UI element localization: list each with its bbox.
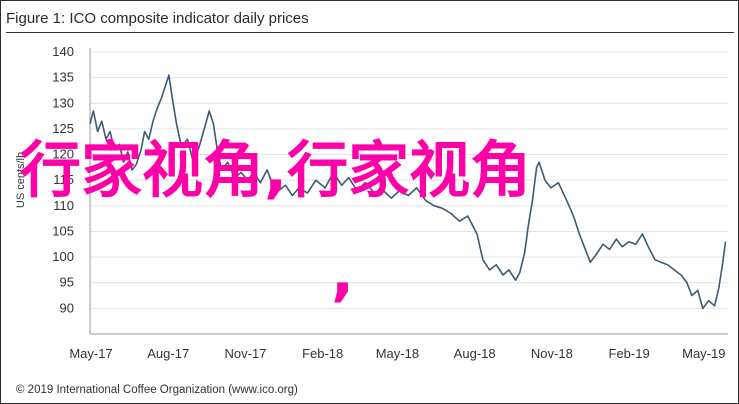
x-tick-label: May-17 xyxy=(69,346,112,361)
y-tick-label: 100 xyxy=(52,249,74,264)
y-tick-label: 140 xyxy=(52,44,74,59)
y-tick-label: 115 xyxy=(53,172,74,187)
figure-title: Figure 1: ICO composite indicator daily … xyxy=(6,10,309,27)
watermark-comma: , xyxy=(331,238,355,309)
x-tick-label: Feb-18 xyxy=(302,346,343,361)
series-layer xyxy=(89,74,727,310)
y-tick-label: 95 xyxy=(60,275,74,290)
x-tick-label: Nov-17 xyxy=(225,346,267,361)
series-line xyxy=(89,74,727,310)
x-tick-label: May-18 xyxy=(376,346,419,361)
y-tick-label: 110 xyxy=(53,198,74,213)
y-tick-label: 135 xyxy=(52,70,74,85)
y-tick-label: 130 xyxy=(52,95,74,110)
x-tick-label: Aug-18 xyxy=(454,346,496,361)
x-tick-labels: May-17 Aug-17 Nov-17 Feb-18 May-18 Aug-18 Nov-… xyxy=(69,346,725,361)
axes xyxy=(89,48,728,335)
x-tick-label: Nov-18 xyxy=(531,346,573,361)
y-tick-label: 120 xyxy=(52,147,74,162)
x-tick-label: Feb-19 xyxy=(609,346,650,361)
copyright-footer: © 2019 International Coffee Organization… xyxy=(16,384,298,396)
x-tick-label: Aug-17 xyxy=(147,346,189,361)
y-tick-label: 125 xyxy=(52,121,74,136)
y-axis-label: US cents/lb xyxy=(15,152,27,208)
title-divider xyxy=(6,32,734,33)
y-tick-label: 105 xyxy=(52,223,74,238)
y-tick-label: 90 xyxy=(60,300,74,315)
y-tick-labels: 90 95 100 105 110 115 120 125 130 135 140 xyxy=(52,44,74,315)
x-tick-label: May-19 xyxy=(682,346,725,361)
watermark-text: 行家视角,行家视角 xyxy=(20,135,532,206)
